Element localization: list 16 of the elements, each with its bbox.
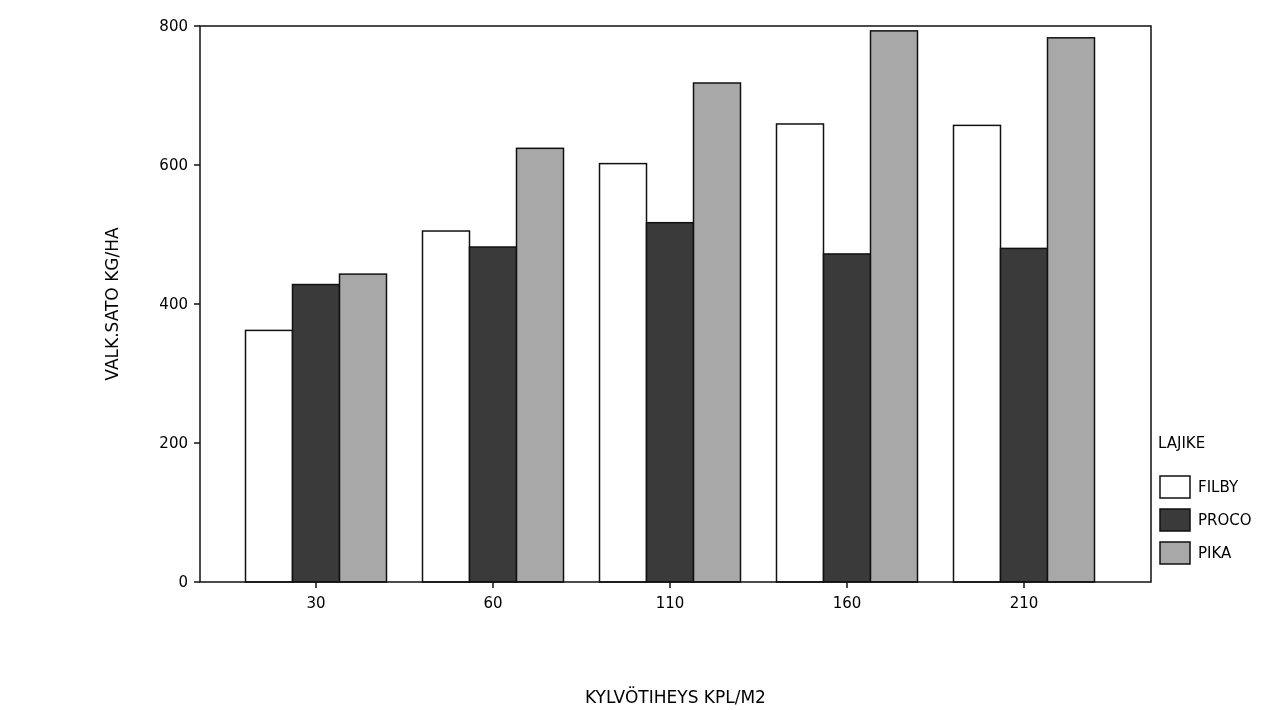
legend-title: LAJIKE <box>1158 434 1206 452</box>
legend-label: FILBY <box>1198 478 1239 497</box>
x-tick-label: 60 <box>483 594 503 612</box>
y-tick-label: 800 <box>159 17 188 36</box>
y-tick-label: 600 <box>159 156 188 175</box>
legend-label: PIKA <box>1198 544 1233 563</box>
x-tick-label: 110 <box>655 594 685 612</box>
y-tick-label: 400 <box>159 295 188 314</box>
y-tick-label: 200 <box>159 434 188 453</box>
x-tick-label: 160 <box>832 594 862 612</box>
y-tick-label: 0 <box>178 573 188 592</box>
x-axis-title: KYLVÖTIHEYS KPL/M2 <box>585 686 766 707</box>
x-tick-label: 210 <box>1009 594 1039 612</box>
x-tick-label: 30 <box>306 594 326 612</box>
y-axis-title: VALK.SATO KG/HA <box>102 227 122 381</box>
legend-label: PROCO <box>1198 511 1252 530</box>
